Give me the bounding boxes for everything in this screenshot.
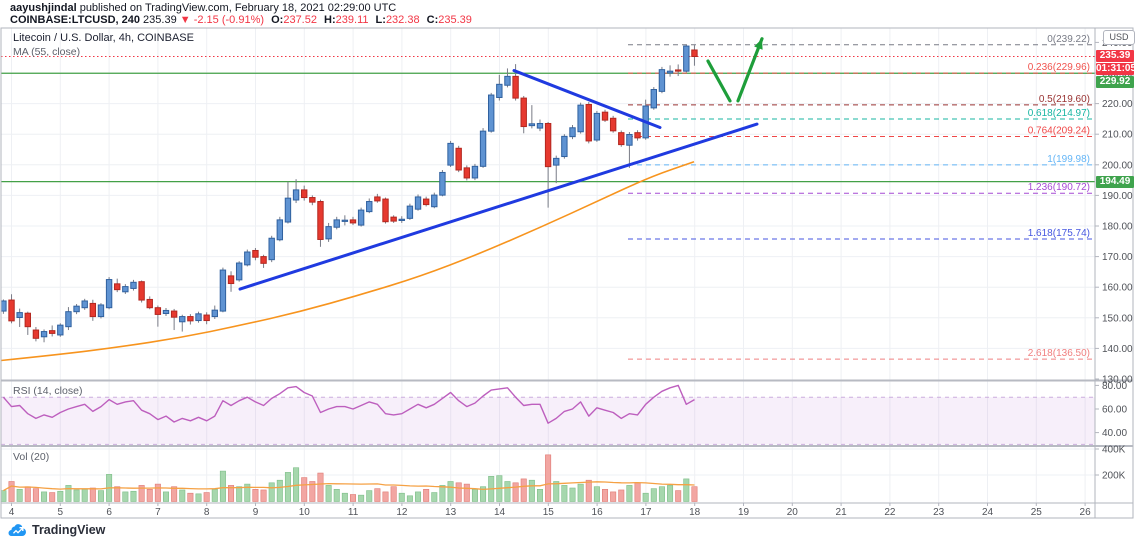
price-tick-label: 180.00 [1102, 222, 1133, 233]
publish-text: published on TradingView.com, February 1… [76, 2, 397, 14]
rsi-tick-label: 40.00 [1102, 428, 1127, 439]
high-value: 239.11 [335, 14, 369, 26]
price-tick-label: 210.00 [1102, 130, 1133, 141]
date-tick-label: 4 [9, 507, 15, 518]
date-tick-label: 22 [884, 507, 896, 518]
open-value: 237.52 [283, 14, 317, 26]
date-tick-label: 5 [58, 507, 64, 518]
currency-toggle[interactable]: USD [1103, 30, 1135, 45]
date-tick-label: 13 [445, 507, 457, 518]
fib-level-label: 0.618(214.97) [1028, 108, 1090, 119]
price-axis[interactable] [1095, 28, 1133, 503]
date-tick-label: 12 [396, 507, 408, 518]
lower-ray-badge: 194.49 [1096, 176, 1134, 188]
time-axis[interactable] [1, 503, 1095, 518]
publish-info: aayushjindal published on TradingView.co… [10, 2, 396, 14]
date-tick-label: 20 [787, 507, 799, 518]
high-label: H: [324, 14, 336, 26]
low-label: L: [375, 14, 386, 26]
open-label: O: [271, 14, 284, 26]
date-tick-label: 7 [155, 507, 161, 518]
fib-level-label: 1(199.98) [1047, 154, 1090, 165]
date-tick-label: 19 [738, 507, 750, 518]
price-tick-label: 160.00 [1102, 283, 1133, 294]
last-price-badge: 235.39 [1096, 50, 1134, 62]
date-tick-label: 23 [933, 507, 945, 518]
countdown-badge: 01:31:05 [1096, 63, 1137, 75]
price-tick-label: 200.00 [1102, 160, 1133, 171]
upper-ray-badge: 229.92 [1096, 76, 1134, 88]
author-name: aayushjindal [10, 2, 77, 14]
fib-level-label: 0.236(229.96) [1028, 62, 1090, 73]
fib-level-label: 0(239.22) [1047, 34, 1090, 45]
tradingview-logo[interactable] [8, 523, 27, 537]
low-value: 232.38 [385, 14, 420, 26]
price-tick-label: 190.00 [1102, 191, 1133, 202]
chart-legend-ma: MA (55, close) [13, 46, 81, 58]
date-tick-label: 8 [204, 507, 210, 518]
price-tick-label: 140.00 [1102, 344, 1133, 355]
date-tick-label: 24 [982, 507, 994, 518]
price-tick-label: 150.00 [1102, 313, 1133, 324]
date-tick-label: 14 [494, 507, 506, 518]
rsi-pane-label: RSI (14, close) [13, 385, 83, 397]
price-tick-label: 170.00 [1102, 252, 1133, 263]
volume-pane-label: Vol (20) [13, 451, 50, 463]
date-tick-label: 6 [106, 507, 112, 518]
symbol-info-bar: COINBASE:LTCUSD, 240 235.39 ▼ -2.15 (-0.… [10, 14, 472, 26]
symbol-label: COINBASE:LTCUSD, 240 [10, 14, 140, 26]
date-tick-label: 10 [299, 507, 311, 518]
date-tick-label: 26 [1080, 507, 1092, 518]
brand-name: TradingView [32, 523, 106, 537]
date-tick-label: 17 [640, 507, 652, 518]
date-tick-label: 15 [543, 507, 555, 518]
volume-tick-label: 200K [1102, 471, 1126, 482]
footer: TradingView [8, 520, 105, 540]
fib-level-label: 0.5(219.60) [1039, 94, 1090, 105]
last-price-text: 235.39 [143, 14, 177, 26]
chart-legend-title: Litecoin / U.S. Dollar, 4h, COINBASE [13, 32, 194, 44]
date-tick-label: 16 [592, 507, 604, 518]
change-text: ▼ -2.15 (-0.91%) [179, 14, 265, 26]
rsi-tick-label: 80.00 [1102, 381, 1127, 392]
close-value: 235.39 [438, 14, 472, 26]
fib-level-label: 2.618(136.50) [1028, 348, 1090, 359]
date-tick-label: 18 [689, 507, 701, 518]
date-tick-label: 9 [253, 507, 259, 518]
rsi-tick-label: 60.00 [1102, 405, 1127, 416]
fib-level-label: 1.236(190.72) [1028, 182, 1090, 193]
date-tick-label: 21 [836, 507, 848, 518]
price-tick-label: 130.00 [1102, 375, 1133, 386]
close-label: C: [426, 14, 439, 26]
date-tick-label: 25 [1031, 507, 1043, 518]
fib-level-label: 1.618(175.74) [1028, 228, 1090, 239]
date-tick-label: 11 [348, 507, 359, 518]
fib-level-label: 0.764(209.24) [1028, 126, 1090, 137]
price-tick-label: 220.00 [1102, 99, 1133, 110]
volume-tick-label: 400K [1102, 445, 1126, 456]
